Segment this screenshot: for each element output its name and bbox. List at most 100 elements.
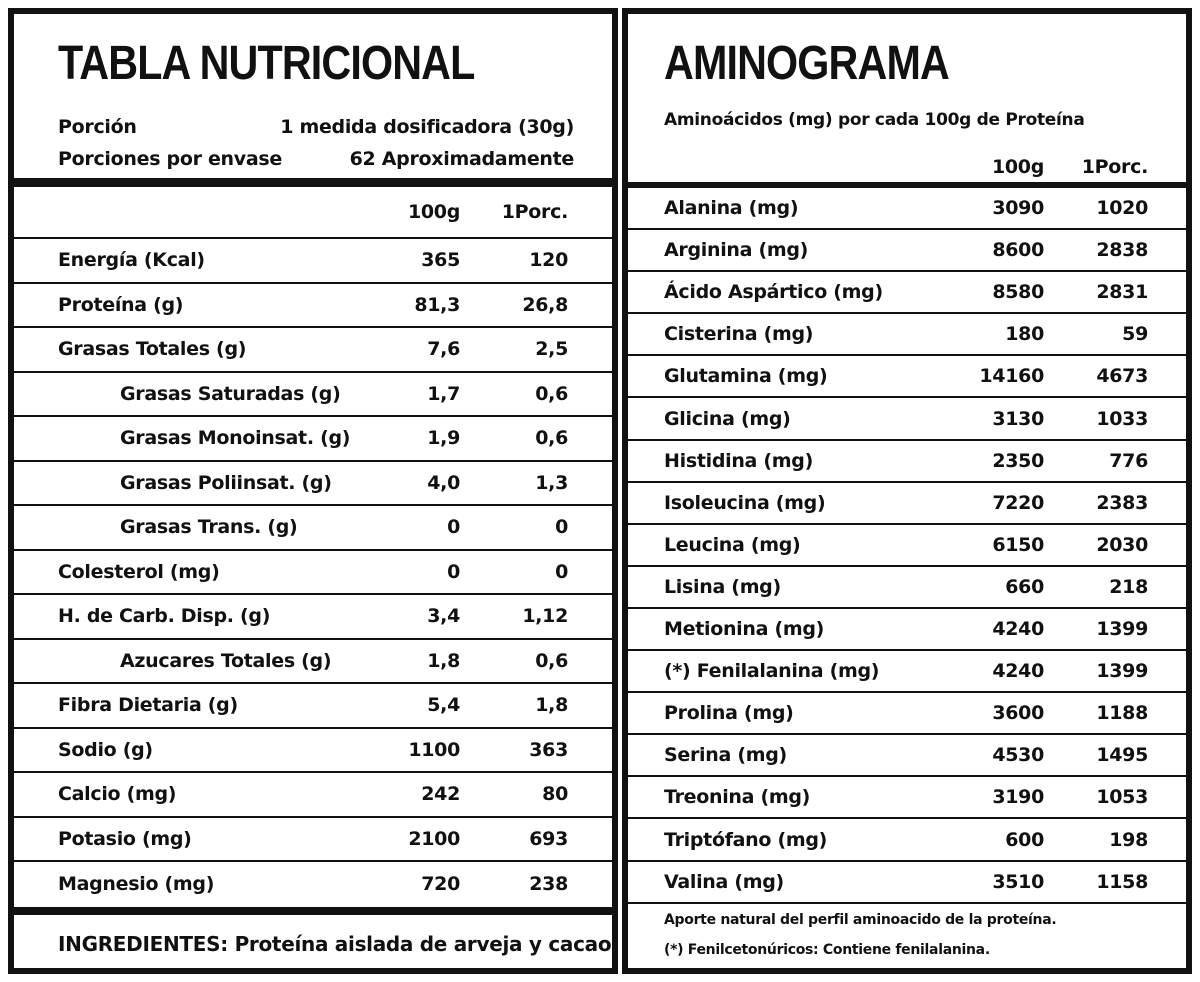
amino-label: Serina (mg) — [664, 744, 787, 767]
amino-value-portion: 1158 — [1096, 870, 1148, 893]
nutrition-row: Fibra Dietaria (g) 5,4 1,8 — [14, 684, 612, 729]
value-portion: 1,3 — [535, 471, 568, 494]
amino-value-100g: 3130 — [992, 407, 1044, 430]
amino-label: (*) Fenilalanina (mg) — [664, 660, 880, 683]
amino-label: Arginina (mg) — [664, 239, 809, 262]
amino-col-portion-header: 1Porc. — [1081, 156, 1149, 178]
amino-header-divider — [628, 182, 1186, 188]
amino-label: Lisina (mg) — [664, 575, 781, 598]
amino-value-portion: 2831 — [1096, 281, 1148, 304]
col-portion-header: 1Porc. — [501, 201, 569, 223]
amino-row: Serina (mg) 4530 1495 — [628, 735, 1186, 778]
amino-row: Valina (mg) 3510 1158 — [628, 862, 1186, 904]
amino-value-portion: 59 — [1122, 323, 1148, 346]
value-100g: 1,9 — [427, 427, 460, 450]
value-portion: 1,12 — [522, 605, 568, 628]
amino-label: Glicina (mg) — [664, 407, 791, 430]
value-portion: 0,6 — [535, 382, 568, 405]
value-100g: 1,8 — [427, 649, 460, 672]
ingredients-divider — [14, 907, 612, 915]
amino-value-portion: 1020 — [1096, 197, 1148, 220]
value-100g: 4,0 — [427, 471, 460, 494]
amino-value-portion: 2383 — [1096, 491, 1148, 514]
amino-value-portion: 2838 — [1096, 239, 1148, 262]
col-100g-header: 100g — [407, 201, 460, 223]
amino-label: Isoleucina (mg) — [664, 491, 826, 514]
amino-value-100g: 660 — [1005, 575, 1044, 598]
amino-value-100g: 7220 — [992, 491, 1044, 514]
amino-row: Glutamina (mg) 14160 4673 — [628, 356, 1186, 399]
value-portion: 1,8 — [535, 694, 568, 717]
nutrition-row: Sodio (g) 1100 363 — [14, 729, 612, 773]
value-100g: 5,4 — [427, 694, 460, 717]
amino-value-100g: 3190 — [992, 786, 1044, 809]
value-100g: 81,3 — [414, 293, 460, 316]
amino-label: Triptófano (mg) — [664, 828, 828, 851]
amino-value-portion: 776 — [1109, 449, 1148, 472]
amino-value-100g: 4240 — [992, 618, 1044, 641]
amino-value-portion: 1188 — [1096, 702, 1148, 725]
amino-value-portion: 198 — [1109, 828, 1148, 851]
value-100g: 7,6 — [427, 338, 460, 361]
amino-value-100g: 3510 — [992, 870, 1044, 893]
amino-value-100g: 8600 — [992, 239, 1044, 262]
amino-label: Valina (mg) — [664, 870, 784, 893]
amino-row: Alanina (mg) 3090 1020 — [628, 188, 1186, 231]
nutrient-label: Grasas Trans. (g) — [120, 516, 298, 539]
nutrition-row: Azucares Totales (g) 1,8 0,6 — [14, 640, 612, 684]
amino-value-100g: 14160 — [979, 365, 1044, 388]
amino-value-portion: 2030 — [1096, 533, 1148, 556]
nutrition-row: Grasas Poliinsat. (g) 4,0 1,3 — [14, 462, 612, 506]
nutrition-row: Grasas Saturadas (g) 1,7 0,6 — [14, 373, 612, 417]
amino-value-portion: 1053 — [1096, 786, 1148, 809]
amino-value-portion: 1399 — [1096, 660, 1148, 683]
amino-row: Treonina (mg) 3190 1053 — [628, 777, 1186, 820]
nutrition-row: Calcio (mg) 242 80 — [14, 773, 612, 818]
amino-label: Prolina (mg) — [664, 702, 794, 725]
nutrient-label: Grasas Monoinsat. (g) — [120, 427, 351, 450]
nutrition-column-header: 100g 1Porc. — [14, 187, 612, 239]
amino-value-100g: 8580 — [992, 281, 1044, 304]
amino-row: Arginina (mg) 8600 2838 — [628, 230, 1186, 273]
nutrient-label: Azucares Totales (g) — [120, 649, 332, 672]
header-divider — [14, 178, 612, 187]
amino-value-100g: 600 — [1005, 828, 1044, 851]
value-portion: 363 — [529, 738, 568, 761]
nutrient-label: Colesterol (mg) — [58, 560, 220, 583]
value-100g: 720 — [421, 873, 460, 896]
amino-row: Triptófano (mg) 600 198 — [628, 820, 1186, 862]
amino-value-portion: 1495 — [1096, 744, 1148, 767]
nutrient-label: Grasas Totales (g) — [58, 338, 247, 361]
value-portion: 0 — [555, 560, 568, 583]
amino-row: Prolina (mg) 3600 1188 — [628, 693, 1186, 736]
amino-label: Leucina (mg) — [664, 533, 801, 556]
value-portion: 0,6 — [535, 427, 568, 450]
nutrition-row: Energía (Kcal) 365 120 — [14, 239, 612, 284]
amino-value-portion: 1033 — [1096, 407, 1148, 430]
value-portion: 0,6 — [535, 649, 568, 672]
value-100g: 1100 — [408, 738, 460, 761]
nutrient-label: Calcio (mg) — [58, 783, 177, 806]
nutrition-title: TABLA NUTRICIONAL — [58, 37, 475, 90]
aminogram-subtitle: Aminoácidos (mg) por cada 100g de Proteí… — [664, 110, 1085, 130]
value-portion: 0 — [555, 516, 568, 539]
amino-row: Lisina (mg) 660 218 — [628, 567, 1186, 609]
amino-value-100g: 3600 — [992, 702, 1044, 725]
value-100g: 0 — [447, 516, 460, 539]
nutrition-row: Proteína (g) 81,3 26,8 — [14, 284, 612, 328]
aminogram-panel: AMINOGRAMA Aminoácidos (mg) por cada 100… — [622, 8, 1192, 974]
nutrient-label: Fibra Dietaria (g) — [58, 694, 238, 717]
nutrient-label: Grasas Poliinsat. (g) — [120, 471, 332, 494]
nutrition-row: Colesterol (mg) 0 0 — [14, 551, 612, 595]
servings-row: Porciones por envase 62 Aproximadamente — [58, 144, 574, 174]
value-100g: 0 — [447, 560, 460, 583]
amino-row: Isoleucina (mg) 7220 2383 — [628, 483, 1186, 525]
portion-value: 1 medida dosificadora (30g) — [280, 116, 574, 138]
portion-row: Porción 1 medida dosificadora (30g) — [58, 112, 574, 142]
aminogram-footnote-2: (*) Fenilcetonúricos: Contiene fenilalan… — [664, 942, 990, 958]
value-portion: 120 — [529, 249, 568, 272]
servings-label: Porciones por envase — [58, 148, 282, 170]
nutrient-label: Magnesio (mg) — [58, 873, 215, 896]
nutrition-row: Grasas Totales (g) 7,6 2,5 — [14, 328, 612, 373]
amino-col-100g-header: 100g — [991, 156, 1044, 178]
